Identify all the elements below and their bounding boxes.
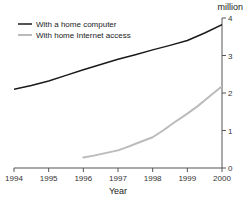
y-tick-label: 1 (228, 127, 233, 136)
legend-swatch (18, 34, 32, 36)
x-tick-label: 1997 (109, 174, 127, 183)
plot-area (14, 25, 222, 158)
x-tick (187, 168, 188, 172)
legend: With a home computer With home Internet a… (18, 20, 131, 40)
y-tick (222, 55, 226, 56)
x-axis-label: Year (109, 186, 127, 196)
y-tick (222, 93, 226, 94)
x-tick-label: 1994 (5, 174, 23, 183)
x-tick (118, 168, 119, 172)
y-tick (222, 130, 226, 131)
y-tick (222, 168, 226, 169)
legend-swatch (18, 23, 32, 25)
x-tick (222, 168, 223, 172)
y-tick-label: 0 (228, 164, 233, 173)
y-tick (222, 18, 226, 19)
y-tick-label: 4 (228, 14, 233, 23)
x-tick-label: 1999 (178, 174, 196, 183)
legend-label: With home Internet access (36, 31, 131, 40)
axes: 1994 1995 1996 1997 1998 1999 20000 1 2 3 4 (5, 14, 233, 183)
y-axis-label: million (217, 2, 243, 12)
x-tick-label: 1998 (144, 174, 162, 183)
x-tick (48, 168, 49, 172)
series-line (14, 25, 222, 90)
x-tick-label: 1995 (40, 174, 58, 183)
x-tick (14, 168, 15, 172)
series-line (83, 86, 222, 157)
x-tick (152, 168, 153, 172)
legend-label: With a home computer (36, 20, 117, 29)
y-tick-label: 3 (228, 52, 233, 61)
x-tick-label: 2000 (213, 174, 231, 183)
x-tick-label: 1996 (74, 174, 92, 183)
chart: 1994 1995 1996 1997 1998 1999 20000 1 2 3 4 Year mil… (0, 0, 246, 200)
y-tick-label: 2 (228, 89, 233, 98)
x-tick (83, 168, 84, 172)
